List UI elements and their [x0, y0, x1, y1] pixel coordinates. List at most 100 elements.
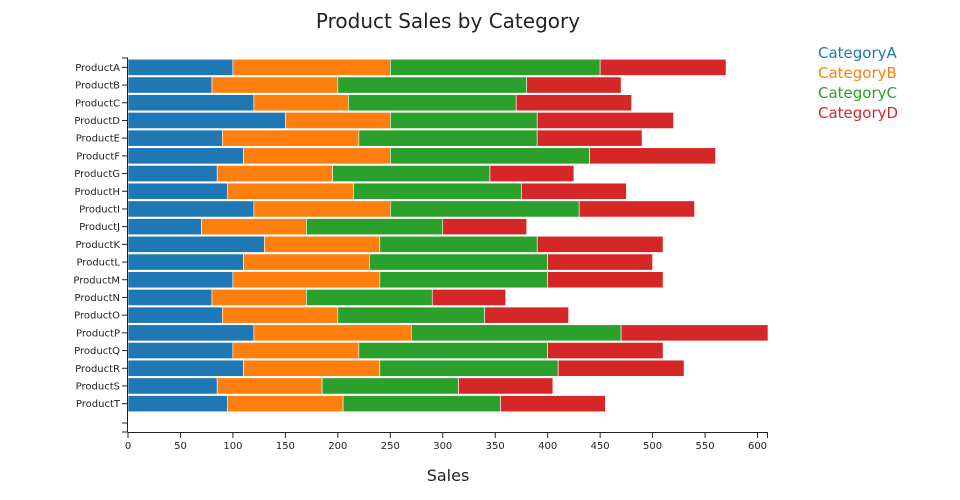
bar-ProductA-CategoryA [127, 58, 234, 76]
y-tick-label-ProductI: ProductI [79, 204, 120, 215]
bar-ProductM-CategoryD [547, 271, 664, 289]
y-tick-label-ProductO: ProductO [74, 311, 120, 322]
bar-ProductQ-CategoryC [358, 342, 548, 359]
bar-ProductO-CategoryA [127, 306, 223, 324]
bar-ProductI-CategoryA [127, 200, 255, 218]
bar-ProductN-CategoryD [431, 289, 507, 306]
bar-ProductD-CategoryD [536, 112, 674, 129]
x-tick-label-200: 200 [328, 441, 347, 452]
y-tick-label-ProductK: ProductK [75, 240, 120, 251]
legend-entry-CategoryC: CategoryC [818, 84, 897, 102]
x-tick-label-500: 500 [643, 441, 662, 452]
y-tick-label-ProductA: ProductA [75, 63, 120, 74]
y-tick-label-ProductB: ProductB [75, 81, 120, 92]
bar-ProductN-CategoryA [127, 289, 213, 306]
bar-ProductL-CategoryA [127, 253, 244, 271]
x-tick-label-400: 400 [538, 441, 557, 452]
y-tick-label-ProductG: ProductG [74, 169, 120, 180]
bar-ProductO-CategoryD [484, 306, 569, 324]
x-tick-label-600: 600 [748, 441, 767, 452]
bar-ProductE-CategoryD [536, 129, 643, 147]
x-axis: 0 50 100 150 200 250 300 350 400 450 500 550 600 [125, 432, 768, 452]
bar-ProductH-CategoryA [127, 182, 228, 200]
y-tick-label-ProductD: ProductD [74, 116, 120, 127]
bars-group [127, 58, 769, 413]
bar-ProductI-CategoryC [389, 200, 580, 218]
y-tick-label-ProductL: ProductL [76, 258, 120, 269]
bar-ProductP-CategoryD [620, 324, 769, 342]
bar-ProductM-CategoryB [232, 271, 381, 289]
y-tick-label-ProductR: ProductR [75, 364, 120, 375]
x-tick-label-350: 350 [486, 441, 505, 452]
bar-ProductJ-CategoryD [442, 218, 527, 236]
bar-ProductB-CategoryA [127, 76, 213, 94]
x-axis-label: Sales [427, 466, 470, 485]
bar-ProductJ-CategoryA [127, 218, 202, 236]
x-tick-label-150: 150 [276, 441, 295, 452]
y-tick-label-ProductN: ProductN [75, 293, 120, 304]
chart-title: Product Sales by Category [316, 9, 580, 33]
bar-ProductT-CategoryB [227, 395, 344, 413]
bar-ProductJ-CategoryC [306, 218, 444, 236]
bar-ProductO-CategoryB [222, 306, 339, 324]
bar-ProductG-CategoryD [489, 165, 575, 182]
bar-ProductR-CategoryD [557, 359, 685, 377]
bar-ProductG-CategoryC [332, 165, 491, 182]
bar-ProductS-CategoryC [321, 377, 459, 395]
bar-ProductA-CategoryC [389, 58, 601, 76]
legend-entry-CategoryB: CategoryB [818, 64, 897, 82]
bar-ProductC-CategoryD [515, 94, 632, 112]
bar-ProductC-CategoryA [127, 94, 255, 112]
bar-ProductR-CategoryB [243, 359, 381, 377]
bar-ProductO-CategoryC [337, 306, 486, 324]
bar-ProductP-CategoryA [127, 324, 255, 342]
x-tick-label-550: 550 [696, 441, 715, 452]
bar-ProductB-CategoryD [526, 76, 622, 94]
bar-ProductS-CategoryD [458, 377, 554, 395]
bar-ProductG-CategoryB [216, 165, 333, 182]
bar-ProductM-CategoryC [379, 271, 548, 289]
bar-ProductF-CategoryB [243, 147, 391, 165]
bar-ProductM-CategoryA [127, 271, 234, 289]
x-tick-label-50: 50 [174, 441, 187, 452]
bar-ProductE-CategoryA [127, 129, 223, 147]
bar-ProductP-CategoryB [253, 324, 412, 342]
bar-ProductC-CategoryB [253, 94, 349, 112]
bar-ProductA-CategoryD [599, 58, 727, 76]
bar-ProductT-CategoryC [342, 395, 501, 413]
y-tick-label-ProductC: ProductC [75, 98, 120, 109]
bar-ProductB-CategoryC [337, 76, 527, 94]
y-tick-label-ProductE: ProductE [76, 134, 120, 145]
legend-entry-CategoryD: CategoryD [818, 104, 898, 122]
legend: CategoryA CategoryB CategoryC CategoryD [818, 44, 898, 122]
bar-ProductH-CategoryD [521, 182, 627, 200]
bar-ProductD-CategoryC [389, 112, 538, 129]
y-axis: ProductA ProductB ProductC ProductD ProductE… [73, 57, 128, 433]
bar-ProductL-CategoryD [547, 253, 653, 271]
x-tick-label-250: 250 [381, 441, 400, 452]
y-tick-label-ProductJ: ProductJ [79, 222, 120, 233]
bar-ProductR-CategoryC [379, 359, 559, 377]
x-tick-label-0: 0 [125, 441, 131, 452]
bar-ProductN-CategoryB [211, 289, 307, 306]
bar-ProductT-CategoryA [127, 395, 228, 413]
bar-ProductH-CategoryB [227, 182, 354, 200]
bar-ProductL-CategoryB [243, 253, 370, 271]
y-tick-label-ProductP: ProductP [76, 328, 120, 339]
bar-ProductQ-CategoryD [547, 342, 664, 359]
bar-ProductK-CategoryC [379, 235, 538, 253]
bar-ProductF-CategoryA [127, 147, 244, 165]
bar-ProductB-CategoryB [211, 76, 339, 94]
bar-ProductF-CategoryC [389, 147, 590, 165]
y-tick-label-ProductQ: ProductQ [74, 346, 120, 357]
bar-ProductQ-CategoryB [232, 342, 360, 359]
y-tick-label-ProductF: ProductF [76, 151, 120, 162]
y-tick-label-ProductM: ProductM [73, 275, 120, 286]
bar-ProductK-CategoryB [264, 235, 381, 253]
bar-ProductS-CategoryA [127, 377, 218, 395]
y-tick-label-ProductS: ProductS [76, 381, 120, 392]
bar-ProductI-CategoryB [253, 200, 391, 218]
bar-ProductE-CategoryC [358, 129, 538, 147]
